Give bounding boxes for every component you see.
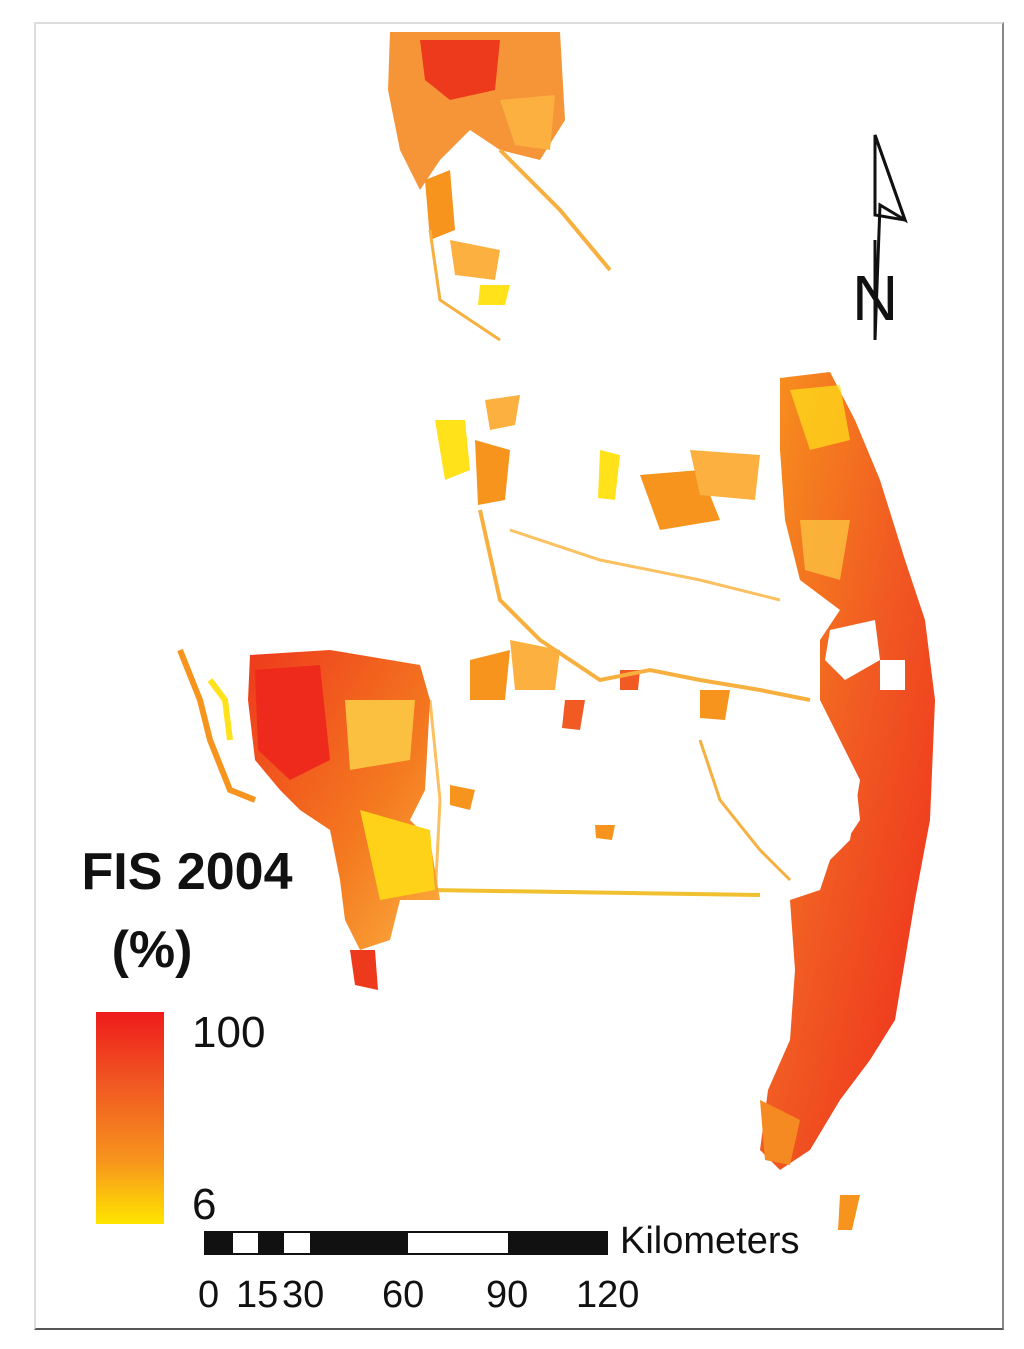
scale-tick-60: 60	[382, 1274, 425, 1316]
scale-segment-30-60	[310, 1232, 408, 1254]
central-urban-patches	[428, 395, 811, 901]
legend-title: FIS 2004	[81, 843, 293, 901]
legend-min-label: 6	[192, 1180, 217, 1229]
interior-white-areas	[800, 620, 880, 860]
scale-tick-30: 30	[282, 1274, 325, 1316]
scale-segment-15-30	[258, 1232, 284, 1254]
north-arrow-icon	[873, 134, 908, 341]
scale-tick-90: 90	[486, 1274, 529, 1316]
legend-unit: (%)	[111, 921, 193, 979]
east-coast-urban-area	[760, 372, 935, 1230]
scale-tick-0: 0	[198, 1274, 220, 1316]
scale-tick-120: 120	[576, 1274, 640, 1316]
legend-max-label: 100	[192, 1008, 266, 1057]
west-coast-urban-area	[177, 648, 440, 990]
north-arrow-label: N	[852, 262, 898, 334]
scale-segment-90-120	[508, 1232, 607, 1254]
scale-bar	[204, 1231, 608, 1255]
scale-tick-15: 15	[236, 1274, 279, 1316]
scale-unit-label: Kilometers	[620, 1220, 800, 1262]
north-urban-cluster	[388, 32, 612, 342]
scale-segment-0-15	[205, 1232, 233, 1254]
legend-color-ramp	[96, 1012, 164, 1224]
